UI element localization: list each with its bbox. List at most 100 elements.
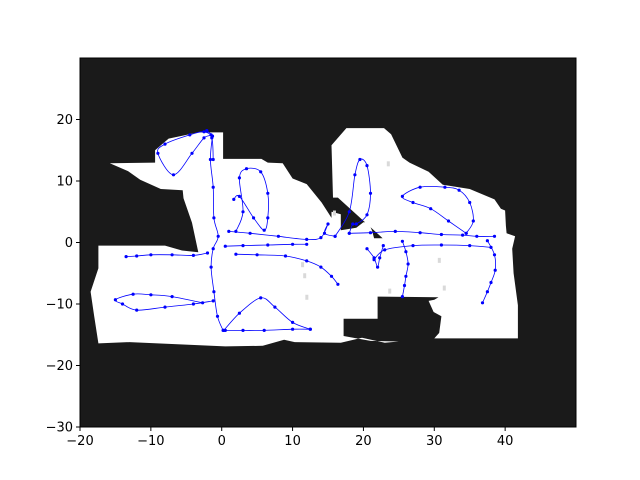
y-tick-label: −30 [46, 421, 73, 436]
trajectory-point [393, 229, 397, 233]
trajectory-point [211, 157, 215, 162]
trajectory-point [211, 247, 215, 251]
trajectory-point [347, 210, 351, 214]
trajectory-point [489, 280, 493, 285]
trajectory-point [205, 251, 210, 255]
trajectory-point [135, 254, 139, 258]
trajectory-line [114, 293, 214, 311]
trajectory-point [485, 239, 489, 243]
trajectory-point [149, 293, 153, 297]
y-tick-label: 0 [65, 236, 73, 251]
x-tick-label: 40 [497, 434, 514, 449]
trajectory-point [266, 243, 270, 247]
trajectory-point [336, 282, 340, 286]
y-tick-label: 10 [56, 175, 73, 190]
trajectory-point [223, 244, 227, 248]
trajectory-point [446, 219, 451, 223]
trajectory-point [237, 311, 241, 315]
trajectory-point [124, 255, 128, 259]
trajectory-point [163, 305, 167, 309]
trajectory-right-drop-2 [480, 239, 497, 305]
trajectory-point [170, 295, 174, 299]
unknown-cell [437, 257, 441, 263]
y-tick-label: −10 [46, 298, 73, 313]
unknown-cell [301, 262, 305, 268]
trajectory-point [188, 133, 192, 137]
trajectory-point [365, 247, 369, 251]
unknown-cell [388, 288, 392, 294]
trajectory-right-loop [400, 185, 475, 235]
trajectory-point [211, 185, 215, 189]
trajectory-point [191, 253, 195, 257]
trajectory-point [439, 232, 443, 237]
trajectory-point [354, 222, 358, 226]
trajectory-point [209, 265, 213, 269]
trajectory-point [211, 299, 215, 303]
trajectory-point [212, 216, 216, 220]
trajectory-point [333, 234, 337, 238]
trajectory-point [329, 274, 334, 278]
trajectory-right-drop-1 [400, 239, 410, 299]
trajectory-point [135, 308, 139, 312]
trajectory-point [400, 239, 404, 243]
trajectory-point [170, 253, 174, 257]
trajectory-left-mid [124, 251, 210, 259]
trajectory-point [439, 243, 443, 247]
trajectory-point [378, 256, 382, 260]
unknown-cell [303, 273, 307, 279]
trajectory-point [190, 151, 194, 155]
trajectory-point [383, 248, 387, 252]
trajectory-point [468, 200, 472, 205]
trajectory-right-corridor [347, 229, 497, 238]
trajectory-line [223, 297, 311, 331]
trajectory-point [244, 167, 249, 171]
trajectory-point [291, 242, 295, 246]
trajectory-point [171, 173, 176, 177]
trajectory-point [255, 253, 259, 257]
x-axis: −20 −10 0 10 20 30 40 [66, 427, 513, 449]
trajectory-point [283, 254, 288, 258]
trajectory-point [212, 290, 216, 294]
trajectory-right-lower [372, 243, 493, 262]
trajectory-point [237, 176, 241, 180]
trajectory-point [461, 233, 465, 237]
trajectory-point [227, 229, 231, 233]
trajectory-point [191, 302, 195, 306]
x-tick-label: 10 [284, 434, 301, 449]
trajectory-point [149, 253, 153, 257]
y-axis: −30 −20 −10 0 10 20 [46, 113, 80, 436]
unknown-cell [386, 161, 390, 167]
trajectory-point [241, 328, 245, 332]
trajectory-point [305, 259, 309, 263]
trajectory-point [489, 245, 493, 249]
trajectory-point [252, 216, 256, 220]
trajectory-point [202, 130, 206, 134]
y-tick-label: −20 [46, 359, 73, 374]
trajectory-point [468, 244, 472, 248]
trajectory-point [475, 234, 479, 238]
trajectory-point [215, 314, 220, 318]
trajectory-point [411, 244, 415, 248]
trajectory-point [326, 222, 330, 226]
unknown-cells [301, 161, 446, 300]
trajectory-point [113, 298, 117, 302]
trajectory-point [216, 234, 220, 238]
trajectory-point [372, 256, 376, 260]
trajectory-point [404, 274, 408, 278]
trajectory-point [241, 244, 245, 248]
trajectory-point [305, 242, 309, 246]
x-tick-label: 0 [218, 434, 226, 449]
trajectory-point [400, 194, 404, 198]
trajectory-point [365, 213, 369, 217]
trajectory-point [381, 244, 385, 248]
trajectory-spine-central [208, 134, 225, 332]
trajectory-point [418, 231, 422, 235]
trajectory-center-bottom [234, 252, 340, 286]
trajectory-point [248, 231, 252, 235]
x-tick-label: 20 [355, 434, 372, 449]
trajectory-middle-loop [333, 157, 373, 238]
trajectory-point [368, 191, 373, 195]
trajectory-point [259, 170, 263, 174]
x-tick-label: −10 [137, 434, 164, 449]
y-tick-label: 20 [56, 113, 73, 128]
